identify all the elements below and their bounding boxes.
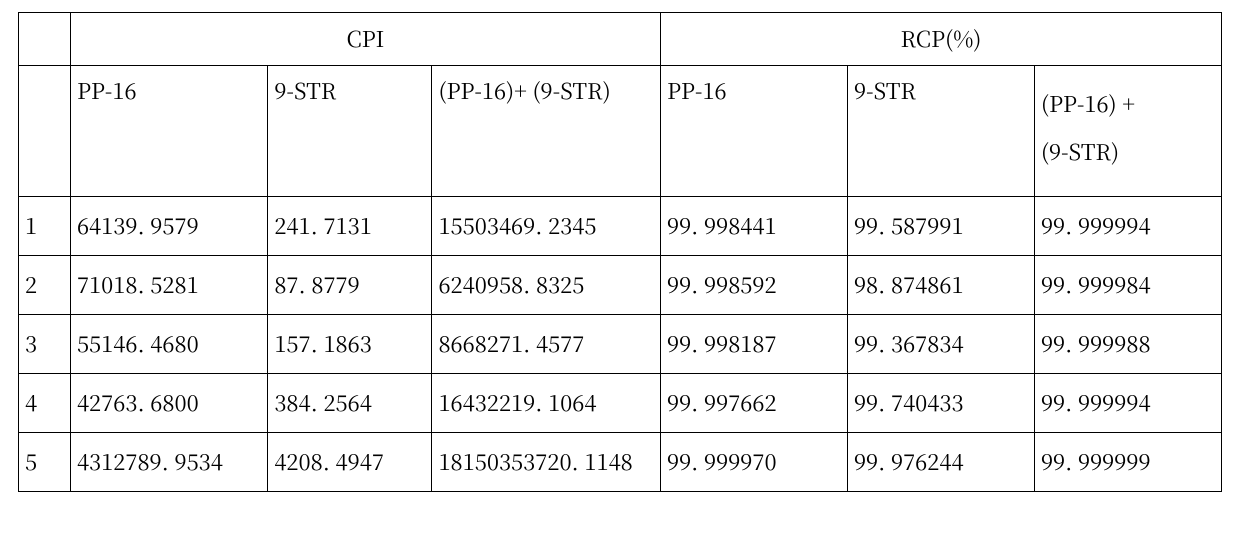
cell-cpi-9str: 4208. 4947	[268, 433, 432, 492]
cell-cpi-9str: 241. 7131	[268, 197, 432, 256]
subhdr-cpi-9str: 9-STR	[268, 66, 432, 197]
cell-rcp-9str: 99. 587991	[847, 197, 1034, 256]
cell-cpi-9str: 384. 2564	[268, 374, 432, 433]
subhdr-cpi-combo: (PP-16)+ (9-STR)	[432, 66, 661, 197]
page-container: CPI RCP(%) PP-16 9-STR (PP-16)+ (9-STR) …	[0, 0, 1240, 534]
cell-cpi-combo: 16432219. 1064	[432, 374, 661, 433]
table-body: 1 64139. 9579 241. 7131 15503469. 2345 9…	[19, 197, 1222, 492]
cell-cpi-combo: 8668271. 4577	[432, 315, 661, 374]
cell-rcp-pp16: 99. 997662	[660, 374, 847, 433]
index-header-blank	[19, 13, 71, 66]
table-row: 1 64139. 9579 241. 7131 15503469. 2345 9…	[19, 197, 1222, 256]
cell-cpi-pp16: 42763. 6800	[70, 374, 267, 433]
cell-rcp-pp16: 99. 999970	[660, 433, 847, 492]
cell-cpi-combo: 18150353720. 1148	[432, 433, 661, 492]
cell-cpi-pp16: 4312789. 9534	[70, 433, 267, 492]
cell-rcp-combo: 99. 999994	[1034, 197, 1221, 256]
cell-rcp-combo: 99. 999999	[1034, 433, 1221, 492]
cell-cpi-combo: 15503469. 2345	[432, 197, 661, 256]
cell-idx: 5	[19, 433, 71, 492]
subhdr-cpi-pp16: PP-16	[70, 66, 267, 197]
table-row: 3 55146. 4680 157. 1863 8668271. 4577 99…	[19, 315, 1222, 374]
subhdr-rcp-combo: (PP-16) + (9-STR)	[1034, 66, 1221, 197]
cell-rcp-combo: 99. 999988	[1034, 315, 1221, 374]
cell-rcp-pp16: 99. 998187	[660, 315, 847, 374]
table-row: 5 4312789. 9534 4208. 4947 18150353720. …	[19, 433, 1222, 492]
subhdr-rcp-pp16: PP-16	[660, 66, 847, 197]
cell-rcp-combo: 99. 999994	[1034, 374, 1221, 433]
cell-rcp-9str: 99. 740433	[847, 374, 1034, 433]
cpi-rcp-table: CPI RCP(%) PP-16 9-STR (PP-16)+ (9-STR) …	[18, 12, 1222, 492]
cell-rcp-combo: 99. 999984	[1034, 256, 1221, 315]
cell-idx: 4	[19, 374, 71, 433]
cell-cpi-pp16: 71018. 5281	[70, 256, 267, 315]
cell-cpi-combo: 6240958. 8325	[432, 256, 661, 315]
cell-cpi-pp16: 64139. 9579	[70, 197, 267, 256]
table-header: CPI RCP(%) PP-16 9-STR (PP-16)+ (9-STR) …	[19, 13, 1222, 197]
sub-header-row: PP-16 9-STR (PP-16)+ (9-STR) PP-16 9-STR…	[19, 66, 1222, 197]
cell-cpi-pp16: 55146. 4680	[70, 315, 267, 374]
subhdr-rcp-combo-line2: (9-STR)	[1041, 136, 1119, 167]
subhdr-rcp-9str: 9-STR	[847, 66, 1034, 197]
group-header-cpi: CPI	[70, 13, 660, 66]
table-row: 4 42763. 6800 384. 2564 16432219. 1064 9…	[19, 374, 1222, 433]
cell-idx: 3	[19, 315, 71, 374]
cell-rcp-9str: 99. 976244	[847, 433, 1034, 492]
cell-rcp-pp16: 99. 998592	[660, 256, 847, 315]
cell-rcp-pp16: 99. 998441	[660, 197, 847, 256]
cell-cpi-9str: 87. 8779	[268, 256, 432, 315]
group-header-row: CPI RCP(%)	[19, 13, 1222, 66]
group-header-rcp: RCP(%)	[660, 13, 1221, 66]
cell-idx: 1	[19, 197, 71, 256]
cell-rcp-9str: 99. 367834	[847, 315, 1034, 374]
cell-rcp-9str: 98. 874861	[847, 256, 1034, 315]
subhdr-rcp-combo-line1: (PP-16) +	[1041, 88, 1135, 119]
index-subheader-blank	[19, 66, 71, 197]
table-row: 2 71018. 5281 87. 8779 6240958. 8325 99.…	[19, 256, 1222, 315]
cell-idx: 2	[19, 256, 71, 315]
cell-cpi-9str: 157. 1863	[268, 315, 432, 374]
